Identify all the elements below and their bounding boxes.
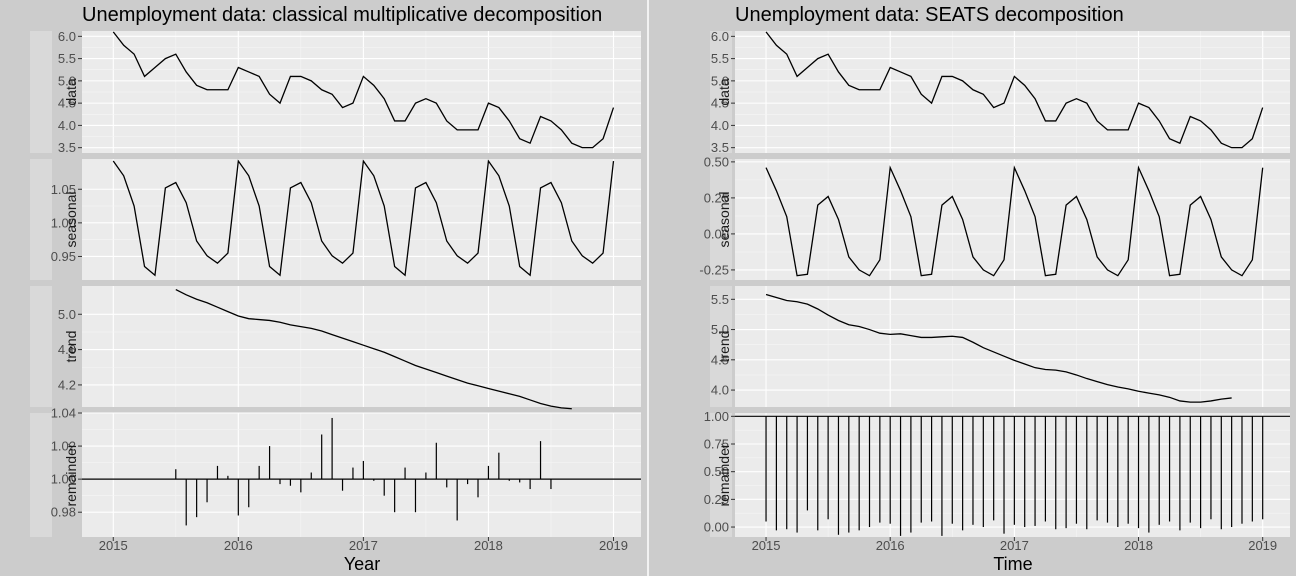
panel-background: [735, 413, 1290, 537]
chart-panels: 3.5 4.0 4.5 5.0 5.5 6.0 data -0.25 0.00 0.25 0.50 s…: [699, 29, 1290, 553]
y-tick-label: 5.0: [711, 73, 729, 88]
x-tick-label: 2016: [224, 538, 253, 553]
x-tick-label: 2018: [1124, 538, 1153, 553]
facet-strip: [30, 31, 52, 153]
y-tick-label: 1.00: [51, 472, 76, 487]
chart-title: Unemployment data: classical multiplicat…: [82, 4, 602, 26]
facet-strip: [30, 413, 52, 537]
y-tick-label: 3.5: [711, 140, 729, 155]
facet-strip: [30, 159, 52, 280]
y-tick-label: 4.0: [711, 383, 729, 398]
panel-data: 3.5 4.0 4.5 5.0 5.5 6.0 data: [710, 29, 1290, 155]
panel-remainder: 0.98 1.00 1.02 1.04 remainder: [30, 406, 641, 537]
y-tick-label: 3.5: [58, 140, 76, 155]
panel-remainder: 0.00 0.25 0.50 0.75 1.00 remainder: [704, 409, 1290, 537]
y-tick-label: 0.50: [704, 464, 729, 479]
panel-label: data: [63, 78, 79, 105]
classical-decomposition-chart: Unemployment data: classical multiplicat…: [30, 4, 641, 574]
y-tick-label: 4.5: [711, 352, 729, 367]
y-tick-label: 4.0: [58, 118, 76, 133]
facet-strip: [30, 286, 52, 407]
y-tick-label: 5.0: [711, 322, 729, 337]
chart-title: Unemployment data: SEATS decomposition: [735, 4, 1124, 26]
x-tick-label: 2017: [349, 538, 378, 553]
y-tick-label: 0.00: [704, 226, 729, 241]
panel-trend: 4.0 4.5 5.0 5.5 trend: [710, 286, 1290, 407]
y-tick-label: 1.05: [51, 182, 76, 197]
x-tick-label: 2016: [876, 538, 905, 553]
y-tick-label: 1.00: [704, 409, 729, 424]
y-tick-label: 6.0: [58, 29, 76, 44]
facet-strip: [710, 31, 732, 153]
panel-background: [735, 286, 1290, 407]
x-tick-label: 2015: [99, 538, 128, 553]
series-line-trend: [765, 293, 1232, 403]
y-tick-label: 5.0: [58, 73, 76, 88]
panel-trend: 4.2 4.6 5.0 trend: [30, 286, 641, 410]
x-axis-title: Time: [993, 554, 1032, 574]
panel-label: trend: [716, 331, 732, 363]
series-line-seasonal: [765, 165, 1264, 277]
x-tick-label: 2018: [474, 538, 503, 553]
facet-strip: [710, 286, 732, 407]
y-tick-label: 0.75: [704, 437, 729, 452]
y-tick-label: 5.5: [711, 51, 729, 66]
y-tick-label: 5.5: [711, 292, 729, 307]
panel-label: seasonal: [63, 191, 79, 247]
facet-strip: [710, 159, 732, 280]
y-tick-label: 0.50: [704, 154, 729, 169]
series-line-seasonal: [112, 159, 615, 277]
x-tick-label: 2019: [1248, 538, 1277, 553]
y-tick-label: 4.5: [58, 96, 76, 111]
y-tick-label: 0.25: [704, 492, 729, 507]
y-tick-label: 5.5: [58, 51, 76, 66]
y-tick-label: 4.0: [711, 118, 729, 133]
y-tick-label: 6.0: [711, 29, 729, 44]
series-line-data: [765, 31, 1264, 149]
x-tick-label: 2015: [752, 538, 781, 553]
x-tick-label: 2017: [1000, 538, 1029, 553]
series-line-data: [112, 31, 615, 149]
panel-data: 3.5 4.0 4.5 5.0 5.5 6.0 data: [30, 29, 641, 155]
panel-seasonal: -0.25 0.00 0.25 0.50 seasonal: [699, 154, 1290, 280]
y-tick-label: -0.25: [699, 262, 729, 277]
y-tick-label: 1.02: [51, 439, 76, 454]
panel-label: seasonal: [716, 191, 732, 247]
y-tick-label: 1.00: [51, 215, 76, 230]
panel-background: [82, 413, 641, 537]
panel-background: [735, 159, 1290, 280]
x-axis-title: Year: [344, 554, 380, 574]
y-tick-label: 5.0: [58, 307, 76, 322]
y-tick-label: 0.95: [51, 249, 76, 264]
y-tick-label: 4.2: [58, 377, 76, 392]
panel-label: remainder: [63, 443, 79, 506]
panel-label: trend: [63, 331, 79, 363]
series-line-trend: [175, 288, 572, 410]
panel-label: remainder: [716, 443, 732, 506]
y-tick-label: 0.98: [51, 505, 76, 520]
y-tick-label: 0.25: [704, 190, 729, 205]
y-tick-label: 0.00: [704, 520, 729, 535]
y-tick-label: 1.04: [51, 406, 76, 421]
x-tick-label: 2019: [599, 538, 628, 553]
y-tick-label: 4.5: [711, 96, 729, 111]
panel-background: [82, 286, 641, 407]
facet-strip: [710, 413, 732, 537]
panel-label: data: [716, 78, 732, 105]
y-tick-label: 4.6: [58, 342, 76, 357]
chart-panels: 3.5 4.0 4.5 5.0 5.5 6.0 data 0.95 1.00 1.05season…: [30, 29, 641, 553]
seats-decomposition-chart: Unemployment data: SEATS decomposition T…: [699, 4, 1290, 574]
